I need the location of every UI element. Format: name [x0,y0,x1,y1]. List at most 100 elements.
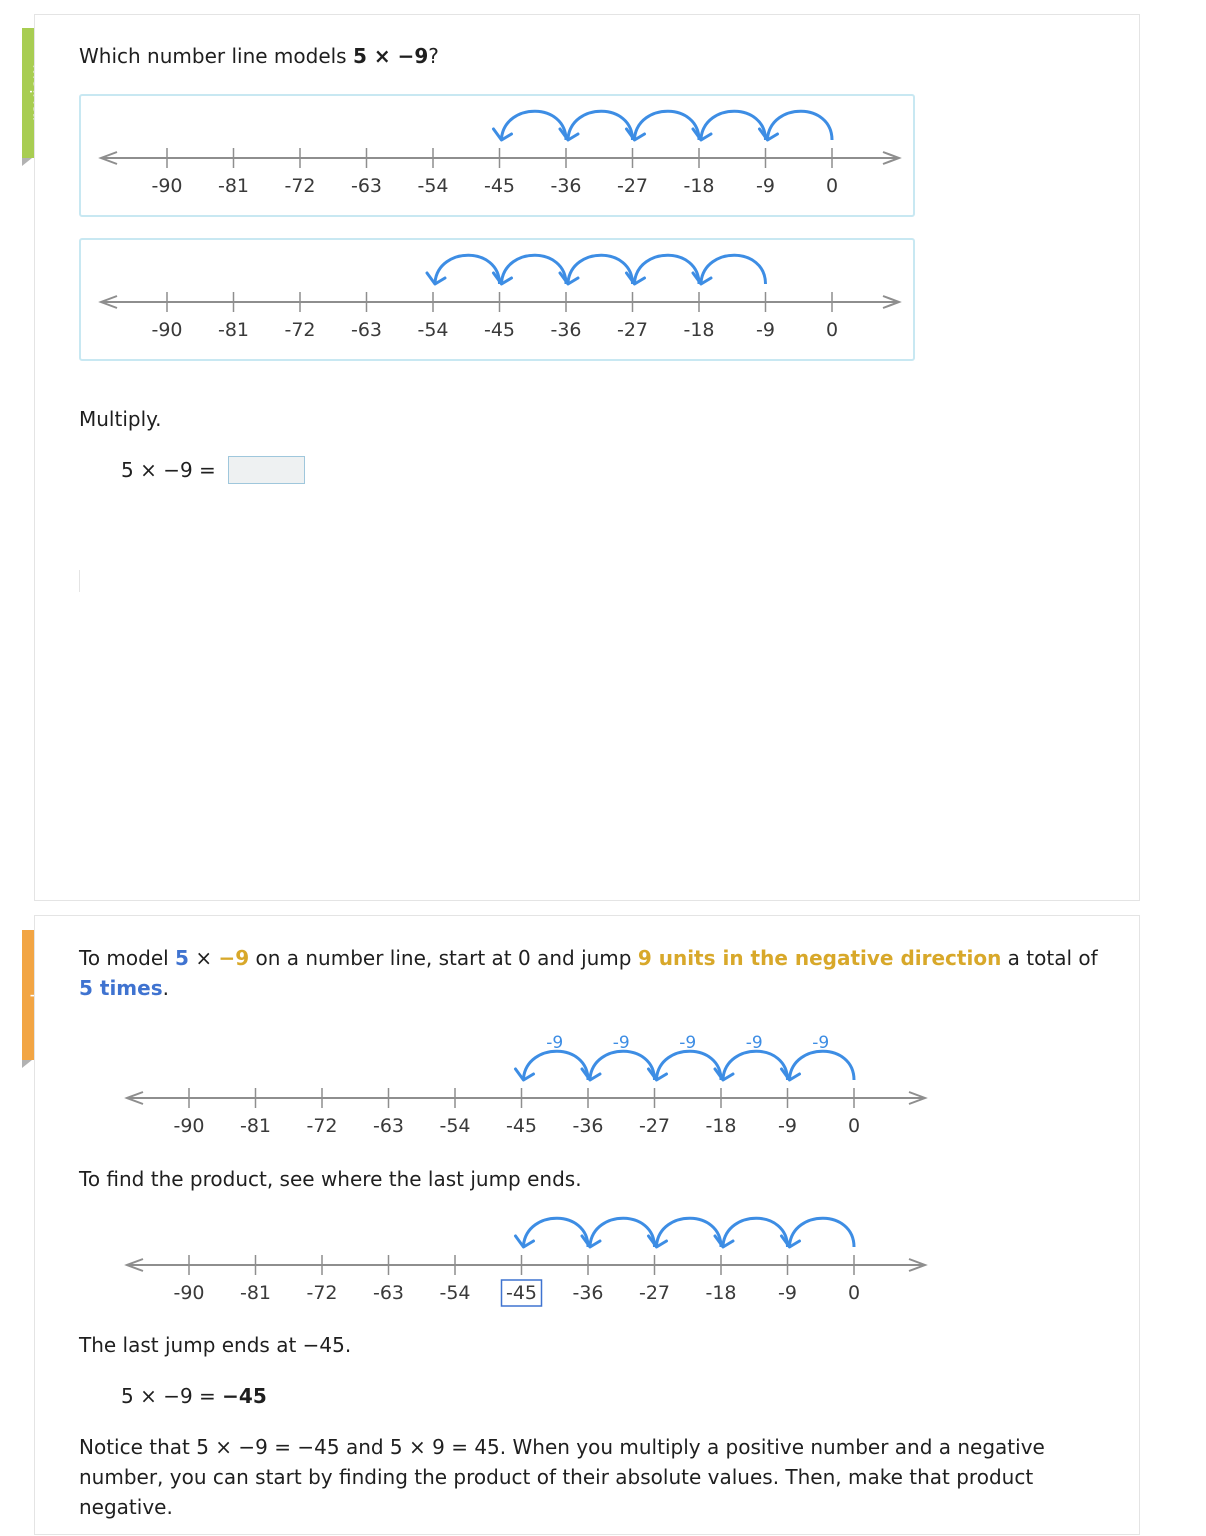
jump-arc [633,109,701,141]
tick-label: 0 [848,1282,860,1304]
last-jump-text: The last jump ends at −45. [79,1333,352,1357]
tick-label: -18 [705,1282,736,1304]
jump-arrowhead [558,127,580,142]
answer-choice-1[interactable]: -90 -81 -72 -63 -54 -45 -36 -27 -18 -9 0 [79,94,915,217]
axis-arrow-right [882,151,902,165]
intro-factor-neg9: −9 [218,946,250,970]
jump-label: -9 [546,1033,563,1053]
tick-label: -63 [373,1282,404,1304]
intro-text-3: a total of [1001,946,1098,970]
tick-label: -72 [306,1282,337,1304]
jump-arrowhead [625,127,646,142]
jump-arc [522,1216,590,1248]
result-equation: 5 × −9 = −45 [121,1381,267,1411]
jump-arrowhead [558,271,580,286]
number-line-choice-2: -90 -81 -72 -63 -54 -45 -36 -27 -18 -9 0 [98,253,902,341]
jump-arc [766,109,834,141]
tick-label: -9 [756,175,775,197]
number-line-choice-1: -90 -81 -72 -63 -54 -45 -36 -27 -18 -9 0 [98,109,902,197]
tick-label: -45 [484,319,515,341]
jump-arc [500,109,568,141]
tick-label: -9 [756,319,775,341]
tick-label: 0 [826,319,838,341]
tick-label: -18 [683,175,714,197]
jump-arc [633,253,701,285]
axis-arrow-left [124,1091,144,1105]
axis-arrow-left [98,151,118,165]
jump-label: -9 [746,1033,763,1053]
tick-label: -9 [778,1115,797,1137]
jump-arc [655,1049,723,1081]
jump-arrowhead [425,271,447,286]
axis-arrow-right [908,1091,928,1105]
result-prefix: 5 × −9 = [121,1384,223,1408]
multiply-equation: 5 × −9 = [121,458,216,482]
jump-arc [788,1049,856,1081]
tick-label: -18 [683,319,714,341]
jump-arc [433,253,501,285]
tick-label: -54 [439,1115,470,1137]
jump-arrowhead [580,1234,602,1249]
tick-label: -36 [550,175,581,197]
axis-arrow-right [882,295,902,309]
question-prefix: Which number line models [79,44,353,68]
jump-arrowhead [758,127,779,142]
tick-label: -63 [373,1115,404,1137]
jump-arrowhead [691,127,713,142]
tick-label: -81 [218,319,249,341]
tick-label: -90 [173,1115,204,1137]
notice-text: Notice that 5 × −9 = −45 and 5 × 9 = 45.… [79,1435,1045,1519]
tick-label: -81 [240,1282,271,1304]
tick-label: -54 [417,175,448,197]
tick-label: -81 [218,175,249,197]
tick-label: -54 [439,1282,470,1304]
tick-label: -18 [705,1115,736,1137]
tick-label: -27 [617,319,648,341]
tick-label: -81 [240,1115,271,1137]
jump-arc [588,1216,656,1248]
number-line-solve-2: -90 -81 -72 -63 -54 -45 -36 -27 -18 -9 0 [124,1216,928,1307]
tick-label: -45 [484,175,515,197]
solve-panel [34,915,1140,1535]
result-value: −45 [222,1384,267,1408]
jump-arc [788,1216,856,1248]
jump-arc [566,253,634,285]
tick-label: -45 [506,1282,537,1304]
jump-arc [699,253,767,285]
jump-label: -9 [613,1033,630,1053]
jump-arrowhead [691,271,713,286]
jump-arrowhead [625,271,646,286]
intro-period: . [162,976,169,1000]
tick-label: -36 [572,1282,603,1304]
answer-input[interactable] [228,456,305,484]
intro-text-1: To model [79,946,176,970]
tick-label: -36 [550,319,581,341]
axis-arrow-left [98,295,118,309]
jump-arrowhead [514,1067,535,1082]
answer-choice-2[interactable]: -90 -81 -72 -63 -54 -45 -36 -27 -18 -9 0 [79,238,915,361]
intro-times-sign: × [188,946,219,970]
jump-arrowhead [580,1067,602,1082]
intro-times-count: 5 times [79,976,163,1000]
tick-label: -72 [284,175,315,197]
jump-arc [566,109,634,141]
question-expression: 5 × −9 [352,44,429,68]
tick-label: -54 [417,319,448,341]
axis-arrow-left [124,1258,144,1272]
tick-label: -72 [306,1115,337,1137]
tick-label: -72 [284,319,315,341]
tick-label: -90 [151,319,182,341]
find-product-text: To find the product, see where the last … [79,1167,582,1191]
tick-label: -45 [506,1115,537,1137]
jump-arrowhead [647,1234,668,1249]
divider-fragment [79,570,80,592]
jump-label: -9 [812,1033,829,1053]
jump-label: -9 [679,1033,696,1053]
tick-label: -9 [778,1282,797,1304]
tick-label: -63 [351,175,382,197]
number-line-solve-1: -90 -81 -72 -63 -54 -45 -36 -27 -18 -9 0-9-9-9-9-9 [124,1033,928,1137]
jump-arrowhead [713,1067,735,1082]
question-text: Which number line models 5 × −9? [79,41,439,71]
intro-factor-5: 5 [175,946,189,970]
jump-arrowhead [780,1067,801,1082]
